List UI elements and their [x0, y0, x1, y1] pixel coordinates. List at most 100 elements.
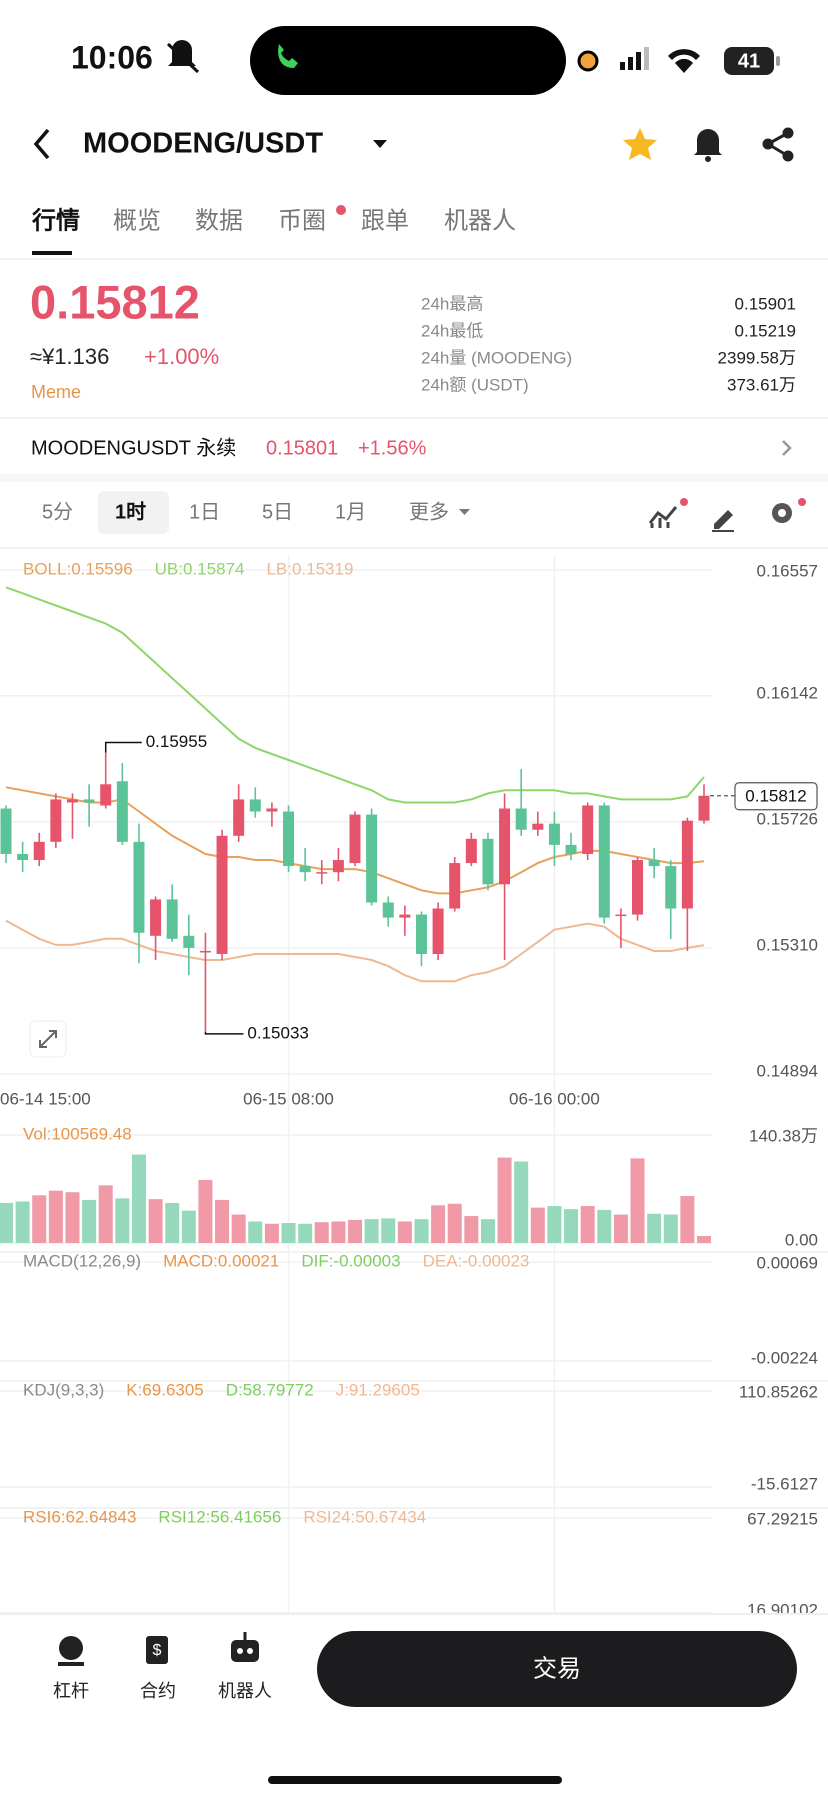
volume-bar [314, 1222, 329, 1243]
candle-body [266, 808, 278, 812]
draw-tool[interactable] [712, 510, 734, 532]
wifi-icon [668, 49, 700, 73]
volume-bar [364, 1219, 379, 1243]
pair-title[interactable]: MOODENG/USDT [83, 128, 323, 160]
perp-change: +1.56% [358, 437, 427, 459]
volume-bar [514, 1161, 529, 1243]
x-tick-label: 06-16 00:00 [509, 1089, 600, 1108]
candle-body [199, 950, 211, 953]
tab[interactable]: 数据 [195, 207, 243, 234]
candle-body [233, 799, 245, 836]
tab-dot [336, 205, 346, 215]
y-tick-label: 0.15726 [757, 809, 818, 828]
tag[interactable]: Meme [31, 382, 81, 402]
bot-icon[interactable] [231, 1632, 259, 1662]
indicator-label: DIF:-0.00003 [301, 1251, 400, 1270]
volume-bar [480, 1219, 495, 1243]
volume-title: Vol:100569.48 [23, 1124, 132, 1143]
contract-icon[interactable]: $ [146, 1636, 168, 1664]
interval[interactable]: 5日 [262, 501, 293, 523]
candle-body [632, 860, 644, 915]
perp-chevron[interactable] [782, 440, 792, 456]
indicator-label: BOLL:0.15596 [23, 559, 133, 578]
indicator-label: LB:0.15319 [266, 559, 353, 578]
volume-bar [248, 1221, 263, 1243]
nav-label[interactable]: 机器人 [218, 1681, 272, 1701]
nav-label[interactable]: 杠杆 [53, 1681, 89, 1701]
candle-body [598, 805, 610, 918]
candle-body [133, 841, 145, 933]
home-indicator [268, 1776, 562, 1784]
stat-value: 373.61万 [727, 375, 796, 394]
tab[interactable]: 机器人 [444, 207, 516, 234]
back-button[interactable] [33, 128, 50, 160]
alert-bell[interactable] [694, 129, 722, 162]
interval[interactable]: 1时 [115, 500, 146, 523]
y-tick-label: 0.16557 [757, 561, 818, 580]
candle-body [0, 808, 12, 854]
leverage-icon[interactable] [58, 1636, 84, 1666]
volume-bar [65, 1192, 80, 1243]
tab[interactable]: 行情 [31, 206, 80, 234]
boll-line [5, 919, 705, 983]
volume-bar [348, 1219, 362, 1243]
volume-bar [530, 1207, 545, 1243]
x-tick-label: 06-15 08:00 [243, 1089, 334, 1108]
mute-icon [166, 40, 200, 74]
candle-body [66, 799, 78, 803]
tab[interactable]: 概览 [113, 207, 161, 234]
min-marker [204, 1031, 244, 1035]
interval[interactable]: 1日 [189, 501, 220, 523]
contract-glyph: $ [153, 1642, 162, 1659]
candle-body [499, 808, 511, 885]
volume-bar [115, 1198, 130, 1243]
tab[interactable]: 币圈 [278, 207, 326, 234]
candle-body [615, 914, 627, 917]
volume-bar [613, 1214, 628, 1243]
stat-label: 24h额 (USDT) [421, 375, 529, 394]
candle-body [399, 914, 411, 918]
candle-body [532, 823, 544, 830]
interval[interactable]: 1月 [335, 501, 366, 523]
volume-bar [447, 1203, 462, 1243]
nav-label[interactable]: 合约 [140, 1681, 176, 1701]
volume-bar [464, 1216, 479, 1243]
indicator-label: MACD:0.00021 [163, 1251, 279, 1270]
stat-value: 0.15219 [735, 321, 796, 340]
battery-level: 41 [738, 50, 760, 72]
tab[interactable]: 跟单 [361, 207, 409, 234]
trade-button-label[interactable]: 交易 [533, 1655, 581, 1682]
interval[interactable]: 5分 [42, 500, 73, 523]
volume-bar [497, 1157, 512, 1243]
volume-bar [647, 1213, 662, 1243]
y-tick-label: 0.14894 [757, 1061, 818, 1080]
y-tick-label: 0.00069 [757, 1253, 818, 1272]
indicator-label: RSI24:50.67434 [303, 1507, 426, 1526]
trade-button[interactable] [317, 1631, 797, 1707]
indicator-tool[interactable] [648, 506, 678, 528]
candle-body [565, 844, 577, 854]
stat-value: 0.15901 [735, 294, 796, 313]
indicator-label: MACD(12,26,9) [23, 1251, 141, 1270]
candle-body [449, 863, 461, 909]
change-pct: +1.00% [144, 344, 219, 369]
favorite-star[interactable] [623, 128, 657, 160]
settings-tool[interactable] [772, 503, 792, 523]
volume-bar [165, 1202, 180, 1243]
volume-bar [547, 1206, 562, 1243]
volume-bar [431, 1205, 446, 1243]
y-tick-label: 67.29215 [747, 1509, 818, 1528]
x-tick-label: 06-14 15:00 [0, 1089, 91, 1108]
perp-name[interactable]: MOODENGUSDT 永续 [31, 436, 236, 459]
share-button[interactable] [762, 127, 794, 162]
pair-dropdown[interactable] [373, 140, 387, 148]
interval[interactable]: 更多 [409, 500, 449, 523]
volume-bar [198, 1179, 213, 1243]
last-price: 0.15812 [30, 275, 200, 328]
candle-body [465, 838, 477, 864]
candle-body [216, 835, 228, 954]
expand-button[interactable] [29, 1020, 67, 1058]
volume-bar [15, 1201, 30, 1243]
volume-bar [397, 1221, 412, 1243]
